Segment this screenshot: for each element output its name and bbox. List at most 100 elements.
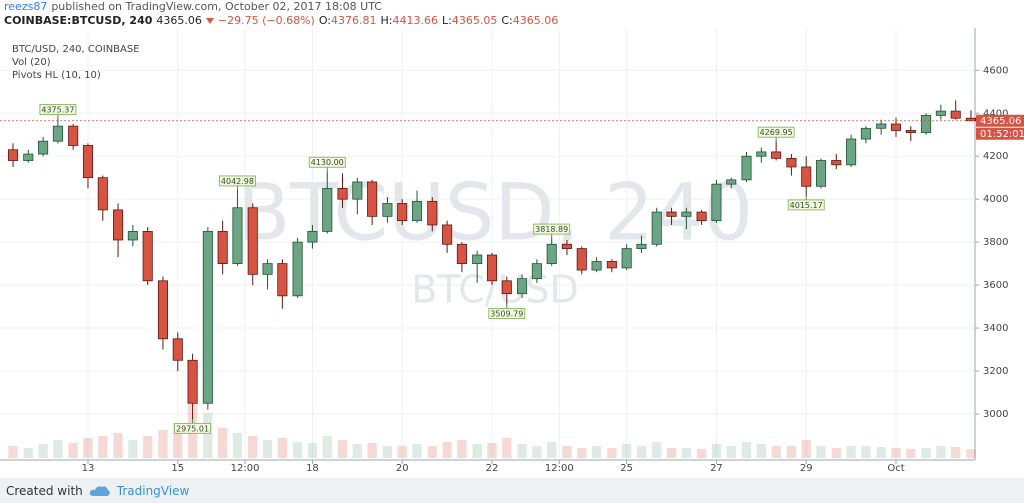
volume-bar (23, 448, 33, 458)
volume-bar (83, 438, 93, 458)
candle-body (950, 110, 961, 119)
volume-bar (218, 428, 228, 458)
candle-body (157, 280, 168, 340)
legend-pivots: Pivots HL (10, 10) (12, 70, 101, 81)
volume-bar (696, 449, 707, 458)
candle-body (876, 123, 887, 129)
volume-bar (173, 423, 183, 458)
change: −29.75 (−0.68%) (217, 14, 315, 27)
x-tick-label: 20 (396, 463, 409, 474)
volume-bar (53, 440, 63, 458)
y-tick-label: 4600 (983, 65, 1008, 76)
candle-body (38, 140, 49, 155)
y-tick-label: 3800 (983, 237, 1008, 248)
candle-body (815, 160, 827, 187)
candle-body (142, 230, 153, 282)
volume-bar (816, 446, 826, 458)
brand[interactable]: TradingView (116, 483, 190, 498)
volume-bar (951, 447, 961, 458)
pivot-label: 4042.98 (221, 177, 254, 186)
header-row: reezs87 published on TradingView.com, Oct… (4, 0, 558, 14)
last-price: 4365.06 (156, 14, 202, 27)
volume-bar (352, 444, 362, 458)
volume-bar (517, 444, 527, 458)
candle-body (172, 338, 183, 361)
x-tick-label: 22 (486, 463, 499, 474)
candle-body (7, 149, 19, 161)
pivot-box (533, 223, 571, 235)
x-tick-label: 15 (171, 463, 184, 474)
volume-bar (98, 436, 108, 458)
volume-bar (262, 440, 273, 458)
pivot-label: 2975.01 (176, 424, 209, 433)
candle-body (756, 151, 767, 157)
x-tick-label: 18 (306, 463, 319, 474)
volume-bar (307, 443, 318, 458)
candle-body (127, 230, 138, 241)
pivot-box (757, 126, 795, 138)
c-label: C: (501, 14, 513, 27)
h-label: H: (380, 14, 393, 27)
volume-bar (547, 442, 557, 458)
volume-bar (427, 446, 437, 458)
candle-body (382, 203, 393, 217)
volume-bar (801, 440, 811, 458)
volume-bar (711, 444, 722, 458)
down-arrow (205, 18, 214, 24)
volume-bar (876, 447, 886, 458)
price-axis-bg (975, 28, 1024, 478)
candle-body (711, 183, 722, 222)
candle-body (97, 177, 108, 211)
last-price-label: 4365.06 (980, 116, 1021, 127)
candle-body (411, 200, 423, 222)
x-tick-label: 29 (800, 463, 813, 474)
countdown-tag (976, 127, 1024, 140)
volume-bar (8, 446, 18, 458)
pivot-label: 4130.00 (311, 158, 344, 167)
logo (89, 485, 110, 496)
candle-body (501, 280, 512, 295)
candle-body (681, 211, 692, 217)
volume-bar (936, 446, 946, 458)
candle-body (890, 123, 902, 131)
candle-body (517, 278, 528, 295)
volume-bar (412, 444, 422, 458)
candle-body (860, 127, 871, 140)
symbol: COINBASE:BTCUSD, 240 (4, 14, 153, 27)
candle-body (202, 230, 213, 404)
volume-bar (38, 444, 48, 458)
candle-body (23, 153, 34, 161)
volume-bar (367, 443, 377, 458)
volume-bar (622, 444, 632, 458)
candle-body (531, 263, 542, 280)
volume-bar (322, 436, 332, 458)
candle-body (292, 241, 303, 297)
pivot-label: 3509.79 (490, 309, 523, 318)
volume-bar (786, 446, 797, 458)
candle-body (831, 160, 842, 166)
volume-bar (277, 438, 287, 458)
x-tick-label: 13 (82, 463, 95, 474)
volume-bar (741, 442, 752, 458)
candle-body (472, 254, 483, 265)
volume-bar (652, 442, 662, 458)
candle-body (307, 230, 318, 243)
volume-bar (861, 446, 871, 458)
pivot-box (39, 104, 77, 115)
pivot-label: 4375.37 (41, 106, 74, 115)
volume-bar (532, 446, 542, 458)
volume-bar (113, 433, 123, 458)
pivot-label: 4269.95 (760, 128, 793, 137)
pivot-box (174, 422, 211, 434)
candle-body (935, 110, 946, 116)
pivot-label: 3818.89 (535, 225, 568, 234)
candle-body (741, 155, 752, 181)
created-with: Created with (6, 483, 83, 498)
candle-body (666, 211, 677, 217)
pivot-box (787, 199, 825, 211)
volume-bar (771, 446, 781, 458)
published: published on TradingView.com, October 02… (51, 0, 382, 13)
volume-bar (756, 444, 766, 458)
legend-volume: Vol (20) (12, 57, 51, 68)
